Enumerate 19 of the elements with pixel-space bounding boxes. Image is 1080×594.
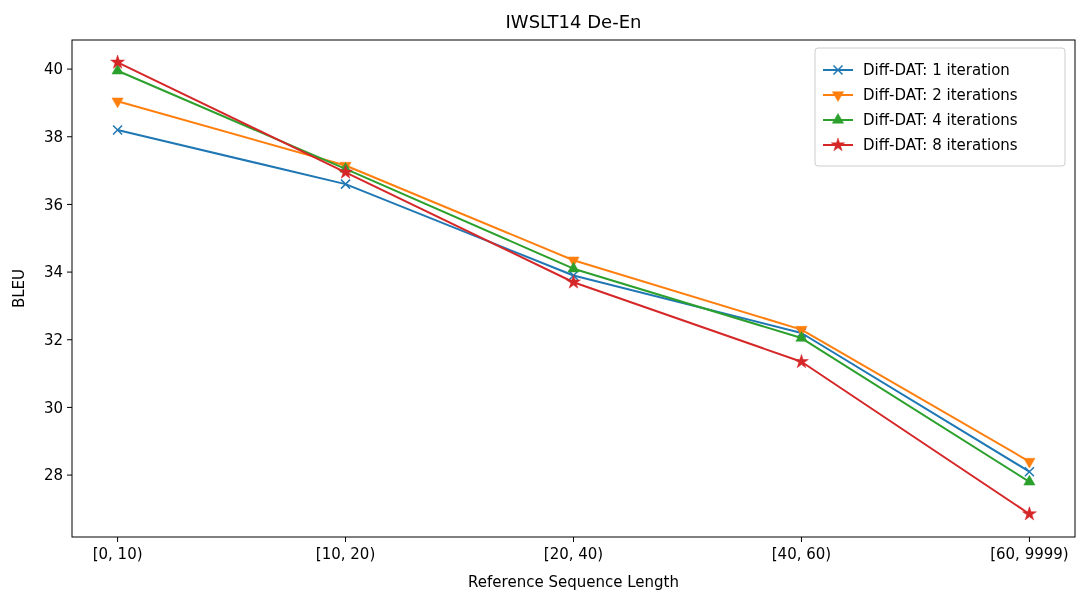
y-tick-label: 32 bbox=[43, 331, 63, 350]
x-tick-label: [20, 40) bbox=[543, 545, 604, 563]
x-tick-label: [10, 20) bbox=[315, 545, 376, 563]
y-tick-label: 28 bbox=[43, 466, 63, 485]
chart-title: IWSLT14 De-En bbox=[505, 11, 642, 32]
x-axis-title: Reference Sequence Length bbox=[468, 573, 679, 591]
x-tick-label: [0, 10) bbox=[92, 545, 143, 563]
y-tick-label: 34 bbox=[43, 263, 63, 282]
legend-label: Diff-DAT: 1 iteration bbox=[863, 61, 1010, 80]
y-tick-label: 30 bbox=[43, 398, 63, 417]
legend-label: Diff-DAT: 4 iterations bbox=[863, 111, 1018, 130]
x-tick-label: [60, 9999) bbox=[990, 545, 1069, 563]
legend-label: Diff-DAT: 2 iterations bbox=[863, 86, 1018, 105]
x-tick-label: [40, 60) bbox=[771, 545, 832, 563]
y-tick-label: 38 bbox=[43, 128, 63, 147]
y-tick-label: 36 bbox=[43, 195, 63, 214]
y-axis-title: BLEU bbox=[10, 268, 28, 309]
y-tick-label: 40 bbox=[43, 60, 63, 79]
legend-label: Diff-DAT: 8 iterations bbox=[863, 136, 1018, 155]
